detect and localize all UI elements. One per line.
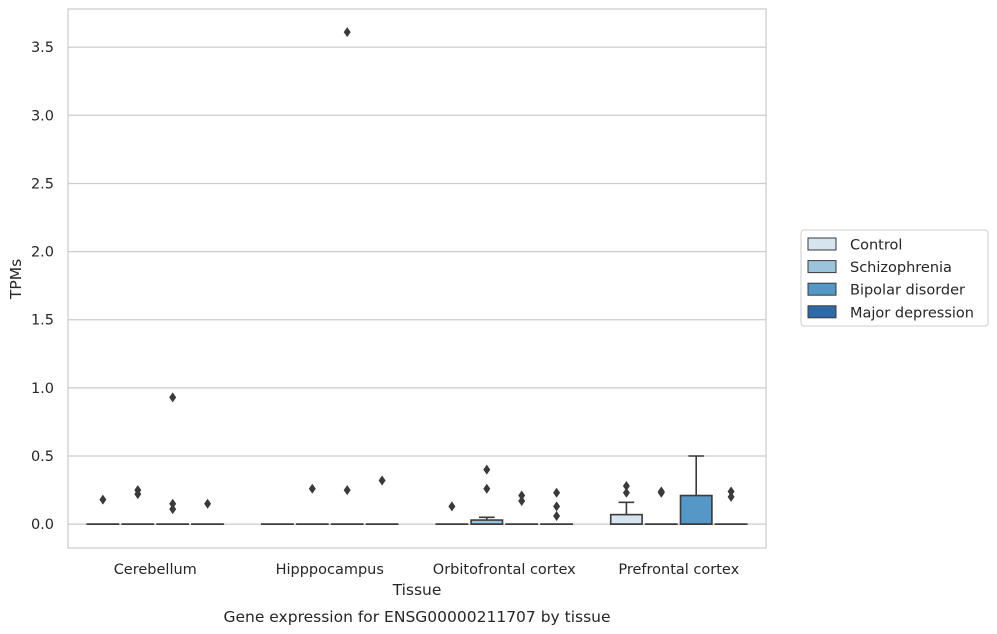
outlier-point xyxy=(99,494,107,505)
legend-label: Bipolar disorder xyxy=(850,283,965,299)
y-axis-title: TPMs xyxy=(7,259,25,300)
outlier-point xyxy=(169,392,177,403)
x-axis-title: Tissue xyxy=(392,581,442,599)
outlier-point xyxy=(622,487,630,498)
outlier-point xyxy=(553,510,561,521)
legend-swatch xyxy=(807,260,837,274)
outlier-point xyxy=(727,491,735,502)
x-tick-label: Prefrontal cortex xyxy=(618,562,739,578)
legend-swatch xyxy=(807,237,837,251)
outlier-point xyxy=(343,485,351,496)
outlier-point xyxy=(518,490,526,501)
outlier-point xyxy=(169,504,177,515)
legend-swatch xyxy=(807,282,837,296)
legend-frame xyxy=(800,229,989,327)
y-tick-label: 0.0 xyxy=(31,517,54,533)
y-tick-label: 3.5 xyxy=(31,40,54,56)
y-tick-label: 2.0 xyxy=(31,245,54,261)
legend-label: Schizophrenia xyxy=(850,260,952,276)
box-marks xyxy=(86,27,748,525)
plot-background xyxy=(68,9,766,548)
legend-label: Major depression xyxy=(850,305,974,321)
outlier-point xyxy=(448,501,456,512)
outlier-point xyxy=(657,487,665,498)
outlier-point xyxy=(553,501,561,512)
legend-swatch xyxy=(807,305,837,319)
legend: Control Schizophrenia Bipolar disorder Majo… xyxy=(800,229,989,327)
y-tick-labels: 0.0 0.5 1.0 1.5 2.0 2.5 3.0 3.5 xyxy=(31,40,54,533)
plot-frame xyxy=(67,8,767,549)
outlier-point xyxy=(518,495,526,506)
box-body xyxy=(679,494,713,525)
y-tick-label: 1.0 xyxy=(31,381,54,397)
y-tick-label: 3.0 xyxy=(31,108,54,124)
x-tick-label: Hipppocampus xyxy=(276,562,384,578)
x-tick-label: Cerebellum xyxy=(114,562,197,578)
outlier-point xyxy=(169,498,177,509)
outlier-point xyxy=(308,483,316,494)
outlier-point xyxy=(204,498,212,509)
chart-caption: Gene expression for ENSG00000211707 by t… xyxy=(223,608,610,626)
x-tick-labels: Cerebellum Hipppocampus Orbitofrontal cort… xyxy=(114,562,740,578)
x-tick-label: Orbitofrontal cortex xyxy=(433,562,576,578)
y-tick-label: 2.5 xyxy=(31,176,54,192)
y-tick-label: 1.5 xyxy=(31,313,54,329)
outlier-point xyxy=(727,486,735,497)
y-tick-label: 0.5 xyxy=(31,449,54,465)
legend-label: Control xyxy=(850,238,902,254)
outlier-point xyxy=(378,475,386,486)
outlier-point xyxy=(483,464,491,475)
outlier-point xyxy=(553,487,561,498)
outlier-point xyxy=(622,480,630,491)
box-body xyxy=(609,513,643,525)
outlier-point xyxy=(343,27,351,38)
outlier-point xyxy=(483,483,491,494)
y-gridlines xyxy=(68,46,766,525)
outlier-point xyxy=(134,489,142,500)
